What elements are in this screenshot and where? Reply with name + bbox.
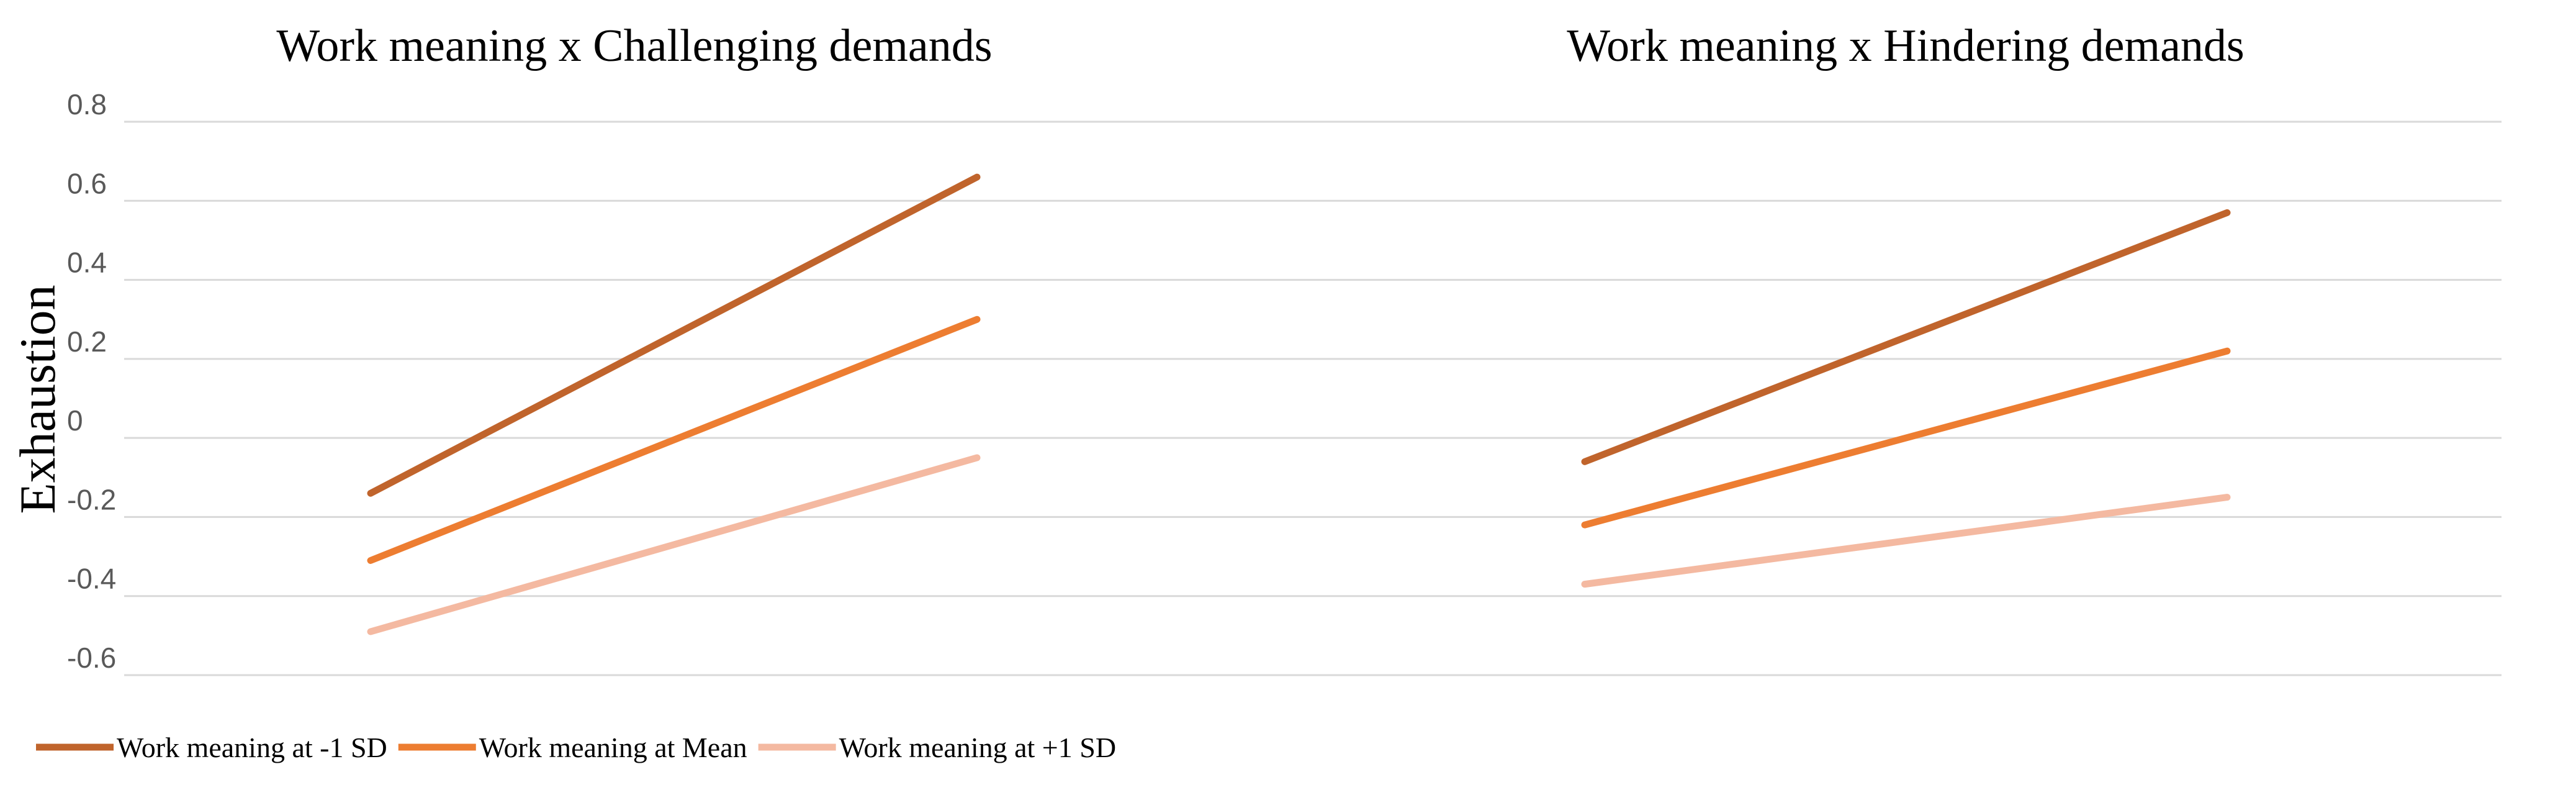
y-tick-label: 0.2 (67, 325, 107, 358)
y-tick-label: -0.4 (67, 563, 116, 595)
y-tick-label: -0.2 (67, 483, 116, 516)
panel-titles: Work meaning x Challenging demands Work m… (276, 20, 2244, 71)
gridlines (124, 120, 2502, 676)
series-line (1581, 494, 2231, 588)
y-tick-label: 0.8 (67, 88, 107, 120)
series-line (367, 173, 981, 497)
series-line (367, 316, 981, 564)
legend-label: Work meaning at -1 SD (117, 732, 387, 763)
panel-title: Work meaning x Hindering demands (1567, 20, 2244, 71)
series-line (1581, 209, 2231, 465)
y-axis-ticks: -0.6 -0.4 -0.2 0 0.2 0.4 0.6 0.8 (67, 88, 116, 674)
series-line (1581, 347, 2231, 529)
series-line (367, 454, 981, 635)
series-lines (367, 173, 2231, 635)
y-tick-label: 0 (67, 404, 83, 437)
legend-label: Work meaning at Mean (479, 732, 747, 763)
panel-title: Work meaning x Challenging demands (276, 20, 992, 71)
y-tick-label: 0.6 (67, 167, 107, 199)
legend: Work meaning at -1 SD Work meaning at Mea… (36, 732, 1116, 763)
y-axis-title: Exhaustion (9, 285, 66, 514)
y-tick-label: 0.4 (67, 247, 107, 279)
legend-label: Work meaning at +1 SD (839, 732, 1116, 763)
y-tick-label: -0.6 (67, 642, 116, 674)
